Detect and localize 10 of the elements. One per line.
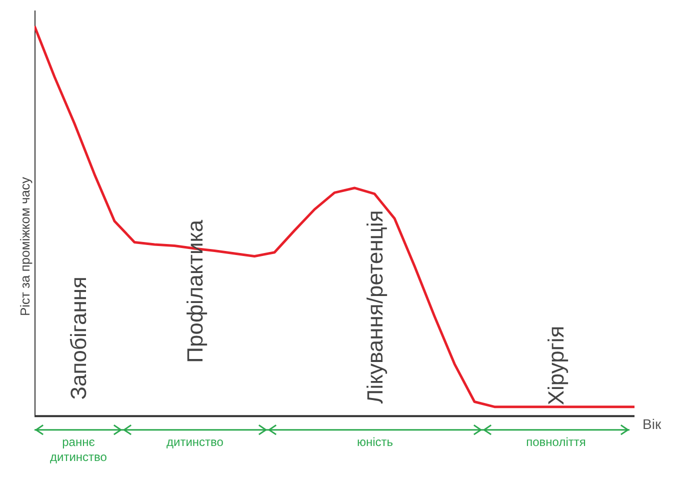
x-axis-title: Вік xyxy=(642,416,662,432)
text: повноліття xyxy=(526,434,586,449)
y-axis-title: Ріст за проміжком часу xyxy=(18,176,32,316)
annotation: Запобігання xyxy=(66,276,91,400)
annotation: Хірургія xyxy=(544,326,568,406)
text: раннє дитинство xyxy=(50,434,108,464)
text: юність xyxy=(356,434,394,449)
text: дитинство xyxy=(166,434,224,449)
annotation: Лікування/ретенція xyxy=(362,210,388,404)
annotation: Профілактика xyxy=(182,219,208,363)
